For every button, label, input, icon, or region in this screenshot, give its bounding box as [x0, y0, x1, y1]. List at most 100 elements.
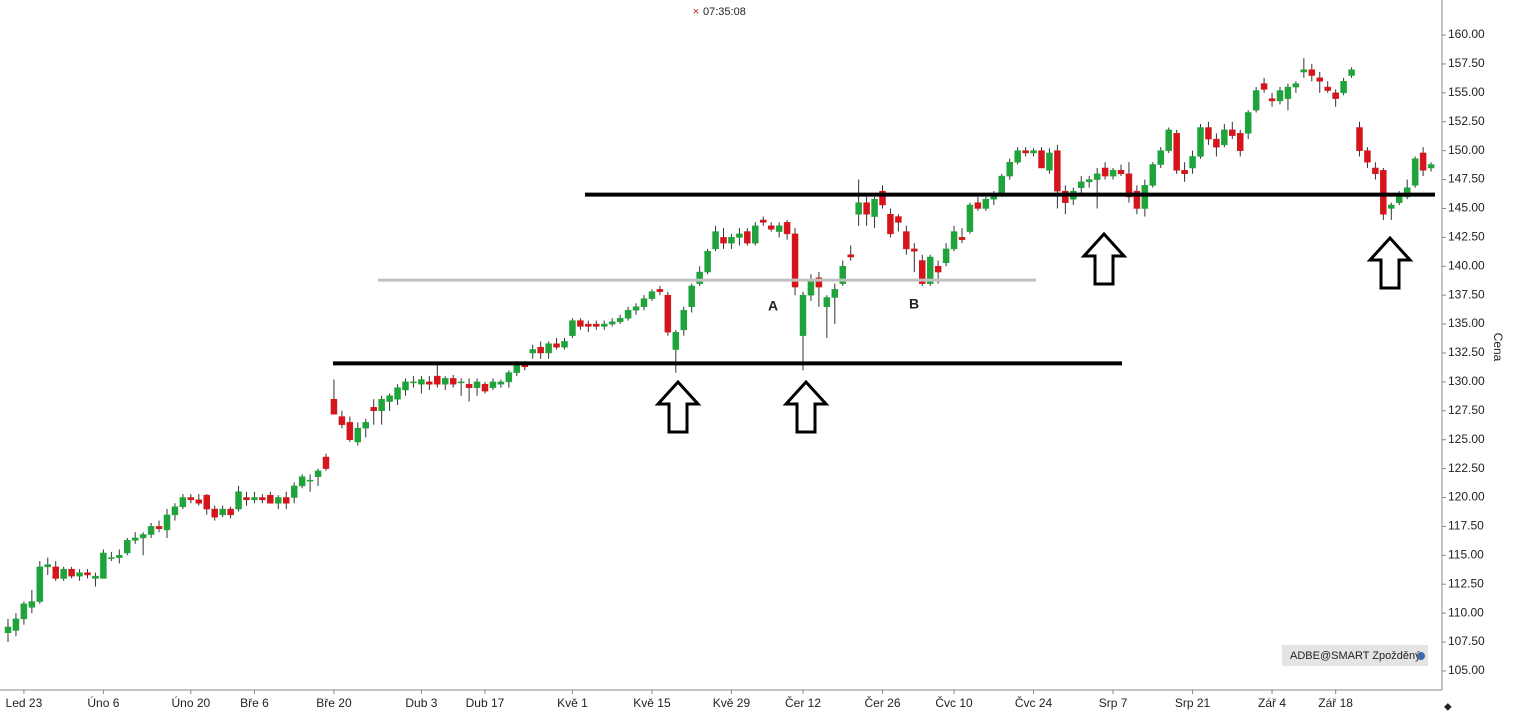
candle-body — [418, 379, 425, 385]
candle-body — [1101, 167, 1109, 177]
candle-body — [370, 407, 377, 412]
candle-body — [903, 231, 910, 250]
candle-body — [1141, 185, 1149, 209]
y-tick-label: 132.50 — [1448, 345, 1485, 359]
candle-body — [68, 568, 75, 577]
candle-body — [1380, 170, 1387, 215]
candle-body — [481, 383, 489, 392]
candle-body — [1316, 77, 1323, 82]
candle-body — [322, 456, 330, 469]
candle-body — [1133, 190, 1141, 209]
candle-body — [346, 422, 354, 440]
candle-body — [1427, 164, 1435, 169]
candle-body — [664, 294, 672, 333]
candle-body — [1364, 150, 1371, 163]
candle-body — [1109, 170, 1117, 177]
candle-body — [783, 222, 791, 235]
candle-body — [84, 572, 91, 576]
candle-body — [887, 213, 894, 235]
candle-body — [36, 566, 44, 602]
candle-body — [1030, 150, 1037, 154]
y-tick-label: 122.50 — [1448, 461, 1485, 475]
candle-body — [1419, 152, 1427, 171]
candle-body — [1252, 90, 1260, 111]
candle-body — [203, 494, 210, 510]
candle-body — [449, 378, 457, 385]
y-tick-label: 107.50 — [1448, 634, 1485, 648]
candle-body — [688, 285, 695, 307]
candle-body — [1149, 164, 1157, 186]
candle-body — [537, 346, 544, 354]
candle-body — [1260, 83, 1268, 90]
candle-body — [211, 508, 218, 518]
candle-body — [442, 378, 449, 385]
x-tick-label: Čvc 10 — [935, 695, 973, 710]
candle-body — [545, 343, 552, 354]
candle-body — [958, 237, 966, 240]
candle-body — [275, 497, 282, 504]
candle-body — [982, 198, 990, 209]
candle-body — [306, 479, 314, 482]
candle-body — [585, 323, 592, 327]
badge-icon — [1417, 652, 1425, 660]
candle-body — [410, 381, 417, 384]
y-tick-label: 140.00 — [1448, 258, 1485, 272]
candle-body — [1268, 98, 1276, 102]
candle-body — [1403, 187, 1411, 198]
x-tick-label: Úno 6 — [87, 695, 119, 710]
candle-body — [815, 277, 823, 288]
candle-body — [124, 540, 131, 554]
y-axis-label: Cena — [1491, 333, 1505, 362]
candle-body — [1348, 69, 1355, 76]
candle-body — [76, 572, 83, 577]
y-tick-label: 112.50 — [1448, 576, 1484, 590]
y-tick-label: 155.00 — [1448, 85, 1485, 99]
y-tick-label: 130.00 — [1448, 374, 1485, 388]
candle-body — [998, 175, 1005, 194]
candle-body — [187, 497, 195, 501]
candle-body — [163, 514, 171, 531]
candle-body — [1085, 179, 1093, 183]
candle-body — [489, 381, 497, 388]
y-tick-label: 115.00 — [1448, 547, 1484, 561]
candle-body — [529, 349, 536, 354]
scroll-icon[interactable]: ◆ — [1444, 702, 1452, 713]
candle-body — [28, 601, 36, 608]
candle-body — [1332, 92, 1339, 99]
candle-body — [1221, 129, 1228, 146]
candle-body — [855, 202, 862, 215]
candle-body — [648, 291, 656, 299]
x-tick-label: Čer 12 — [785, 695, 821, 710]
candle-body — [1213, 138, 1220, 148]
candle-body — [1340, 81, 1347, 94]
candle-body — [92, 575, 99, 579]
x-tick-label: Kvě 15 — [633, 696, 671, 710]
y-tick-label: 135.00 — [1448, 316, 1485, 330]
candle-body — [720, 237, 727, 244]
candle-body — [831, 289, 839, 298]
candle-body — [1324, 86, 1331, 91]
candle-body — [394, 387, 401, 400]
y-tick-label: 127.50 — [1448, 403, 1485, 417]
chart-title: 07:35:08 — [703, 6, 746, 18]
candle-body — [267, 494, 274, 504]
x-tick-label: Dub 17 — [466, 696, 505, 710]
y-tick-label: 142.50 — [1448, 230, 1485, 244]
candle-body — [362, 422, 369, 429]
candle-body — [807, 279, 815, 296]
candle-body — [426, 381, 433, 385]
x-tick-label: Dub 3 — [405, 696, 437, 710]
candle-body — [863, 202, 870, 215]
candle-body — [696, 271, 703, 284]
candle-body — [497, 381, 505, 385]
candle-body — [457, 381, 465, 384]
candle-body — [1229, 129, 1236, 136]
close-icon[interactable]: × — [693, 6, 699, 18]
y-tick-label: 120.00 — [1448, 490, 1485, 504]
candle-body — [44, 564, 51, 568]
candle-body — [1388, 204, 1395, 209]
candle-body — [1125, 173, 1133, 198]
candle-body — [386, 395, 393, 402]
candle-body — [950, 231, 958, 250]
